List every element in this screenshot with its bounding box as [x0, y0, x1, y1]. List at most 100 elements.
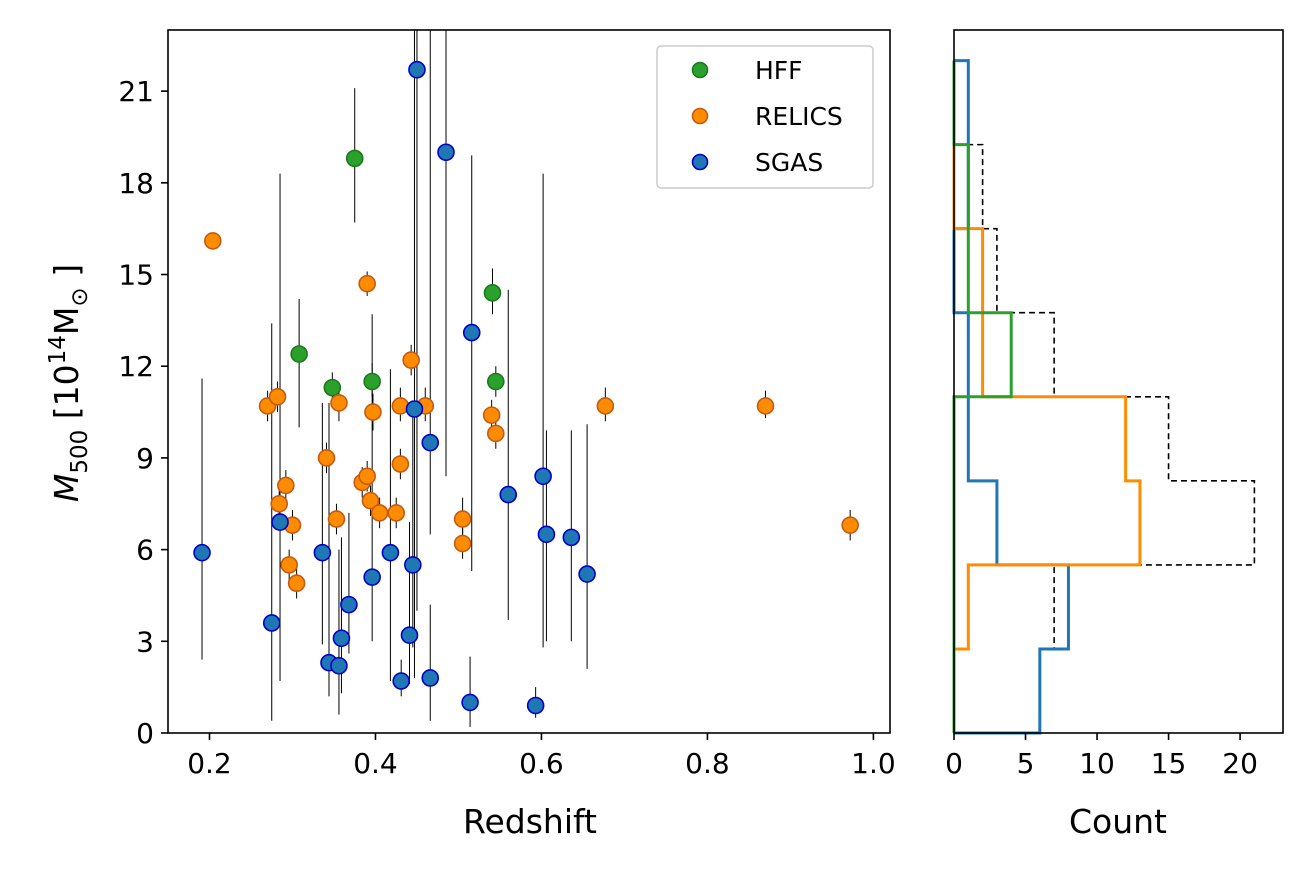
point-sgas-12: [404, 556, 422, 574]
point-sgas-10: [392, 672, 410, 690]
point-relics-18: [391, 397, 410, 415]
point-sgas-15: [421, 433, 440, 452]
point-sgas-0: [193, 543, 211, 562]
point-hff-1: [323, 378, 342, 397]
histogram-x-tick-label: 20: [1222, 747, 1258, 780]
x-axis-ticks: 0.2 0.4 0.6 0.8 1.0: [187, 733, 896, 780]
point-hff-0: [290, 345, 308, 363]
legend-label-relics: RELICS: [755, 102, 843, 131]
point-sgas-25: [578, 565, 596, 583]
y-tick-label: 18: [118, 167, 154, 200]
y-tick-label: 0: [136, 717, 154, 750]
legend-marker-sgas: [691, 153, 709, 171]
legend-marker-hff: [691, 61, 709, 79]
point-sgas-24: [562, 528, 581, 547]
data-points-layer: [193, 60, 859, 715]
y-tick-label: 3: [136, 625, 154, 658]
point-sgas-11: [400, 626, 419, 644]
y-axis-label-sun-symbol: ⊙: [67, 287, 93, 306]
point-relics-5: [280, 556, 298, 574]
x-axis-label: Redshift: [463, 802, 597, 841]
scatter-plot-frame: [167, 29, 891, 734]
x-tick-label: 1.0: [851, 747, 896, 780]
y-axis-ticks: 0 3 6 9 12 15 18 21: [118, 75, 168, 750]
point-relics-15: [364, 403, 382, 421]
point-hff-4: [483, 284, 502, 302]
point-relics-22: [453, 510, 472, 528]
point-sgas-7: [340, 595, 358, 614]
point-relics-24: [482, 406, 501, 424]
x-tick-label: 0.2: [187, 747, 232, 780]
point-sgas-16: [421, 669, 440, 687]
y-tick-label: 21: [118, 75, 154, 108]
point-relics-13: [358, 467, 376, 486]
point-hff-2: [345, 149, 364, 168]
x-tick-label: 0.6: [519, 747, 564, 780]
y-axis-label: M500 [1014M⊙ ]: [45, 264, 93, 502]
point-relics-4: [277, 476, 295, 495]
point-sgas-1: [262, 614, 281, 632]
point-relics-3: [270, 494, 289, 513]
y-tick-label: 15: [118, 259, 154, 292]
legend-box: [656, 45, 874, 189]
y-axis-label-symbol: M: [47, 474, 86, 502]
y-tick-label: 12: [118, 350, 154, 383]
histogram-x-tick-label: 10: [1079, 747, 1115, 780]
point-relics-10: [330, 394, 348, 412]
point-relics-17: [387, 504, 406, 522]
histogram-panel: 0 5 10 15 20 Count: [945, 29, 1284, 841]
point-relics-16: [370, 504, 389, 522]
point-relics-28: [841, 516, 859, 534]
point-relics-2: [268, 387, 287, 406]
y-axis-label-unit: [10: [47, 364, 86, 429]
y-axis-label-subscript: 500: [67, 430, 93, 474]
legend-label-sgas: SGAS: [755, 148, 823, 177]
histogram-x-tick-label: 0: [945, 747, 963, 780]
point-sgas-17: [437, 143, 455, 162]
legend: HFF RELICS SGAS: [656, 45, 874, 189]
y-axis-label-unit-m: M: [47, 307, 86, 335]
point-sgas-5: [330, 656, 348, 675]
y-tick-label: 6: [136, 534, 154, 567]
point-relics-8: [317, 449, 336, 467]
point-relics-20: [402, 351, 420, 369]
point-hff-5: [487, 372, 505, 391]
histogram-step-relics: [952, 60, 1142, 733]
y-tick-label: 9: [136, 442, 154, 475]
point-sgas-13: [405, 400, 424, 418]
point-hff-3: [363, 372, 381, 391]
point-relics-23: [453, 534, 472, 553]
point-relics-9: [327, 510, 346, 528]
point-relics-7: [287, 574, 306, 593]
x-tick-label: 0.8: [685, 747, 730, 780]
point-sgas-20: [499, 485, 518, 504]
point-relics-27: [756, 397, 775, 415]
histogram-x-axis-label: Count: [1069, 802, 1167, 841]
point-sgas-8: [363, 568, 381, 586]
histogram-x-tick-label: 15: [1151, 747, 1187, 780]
point-sgas-19: [462, 323, 481, 342]
y-axis-label-exponent: 14: [45, 335, 71, 364]
point-sgas-21: [526, 696, 545, 715]
point-sgas-22: [534, 467, 552, 486]
x-tick-label: 0.4: [353, 747, 398, 780]
point-relics-26: [596, 397, 615, 415]
legend-label-hff: HFF: [755, 56, 803, 85]
point-sgas-3: [313, 543, 332, 562]
y-axis-label-bracket: ]: [47, 264, 86, 287]
point-relics-19: [391, 455, 410, 473]
histogram-x-tick-label: 5: [1017, 747, 1035, 780]
histogram-plot-frame: [953, 29, 1284, 734]
point-sgas-18: [461, 693, 479, 712]
legend-marker-relics: [691, 107, 709, 125]
point-sgas-14: [408, 60, 426, 79]
point-relics-12: [358, 274, 376, 293]
histogram-x-axis-ticks: 0 5 10 15 20: [945, 733, 1258, 780]
point-sgas-23: [537, 525, 556, 544]
point-sgas-9: [381, 543, 400, 562]
point-sgas-6: [332, 629, 351, 648]
point-sgas-2: [271, 513, 289, 531]
point-relics-14: [361, 491, 380, 510]
